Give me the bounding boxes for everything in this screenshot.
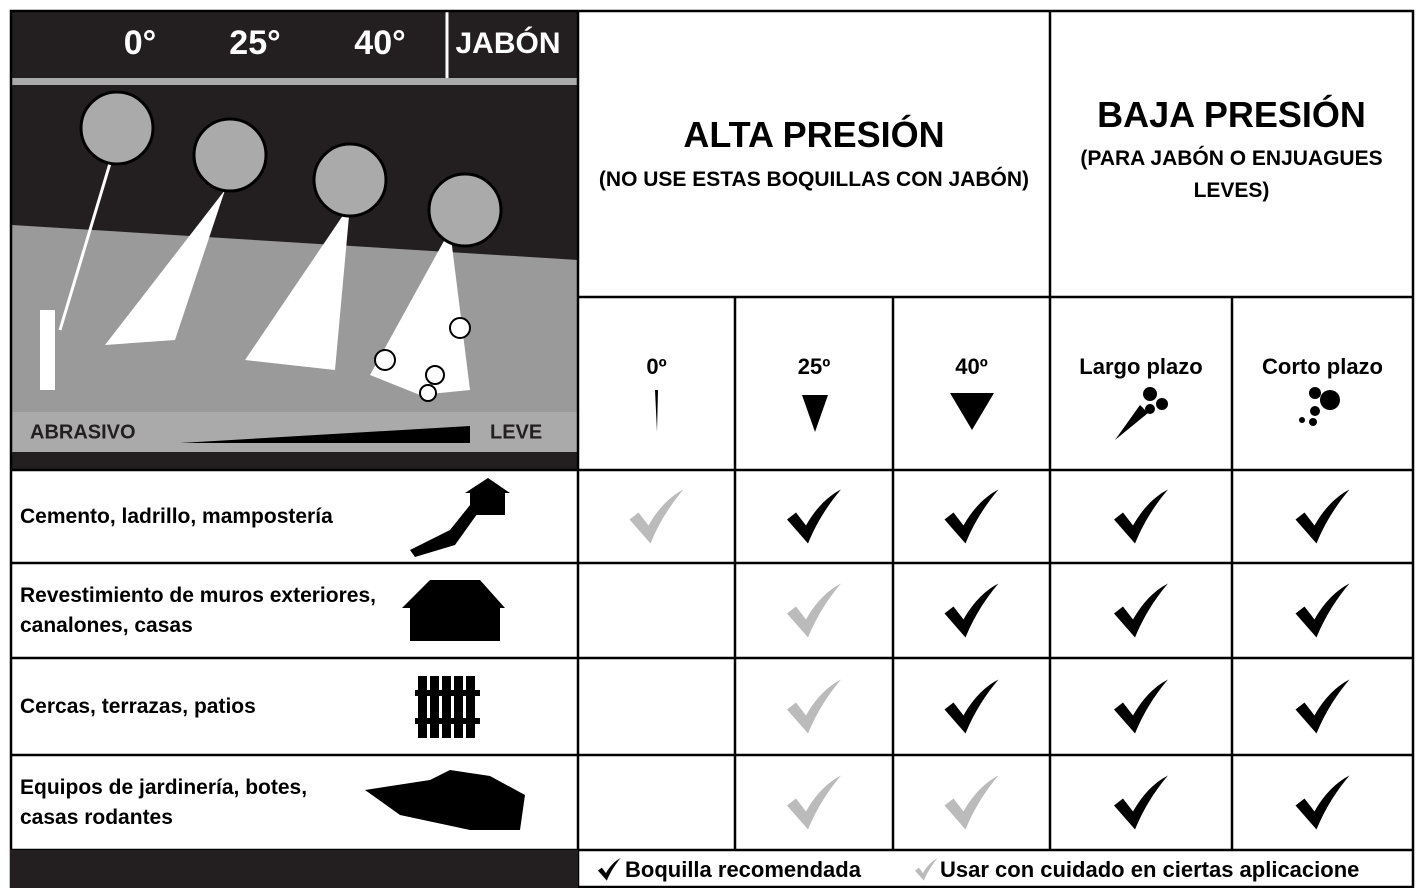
legend: Boquilla recomendada Usar con cuidado en … bbox=[598, 857, 1359, 882]
check-recommended bbox=[1295, 679, 1350, 734]
check-recommended bbox=[1295, 489, 1350, 544]
legend-text: Usar con cuidado en ciertas aplicacione bbox=[940, 857, 1359, 882]
group-subtitle-box: (NO USE ESTAS BOQUILLAS CON JABÓN) bbox=[598, 168, 1030, 191]
angle-label: 0° bbox=[124, 24, 157, 62]
column-label: 0º bbox=[646, 354, 666, 379]
check-recommended bbox=[1114, 489, 1168, 544]
check-recommended bbox=[1295, 583, 1350, 638]
row-label-box: Cercas, terrazas, patios bbox=[20, 694, 256, 718]
check-recommended bbox=[944, 679, 999, 734]
column-label: Corto plazo bbox=[1262, 354, 1383, 379]
check-recommended bbox=[787, 489, 841, 544]
row-label-box: Revestimiento de muros exteriores, canal… bbox=[20, 583, 376, 637]
row-label: Cercas, terrazas, patios bbox=[20, 694, 256, 718]
angle-label: 25° bbox=[229, 24, 280, 62]
group-title: BAJA PRESIÓN bbox=[1097, 94, 1366, 135]
check-recommended bbox=[1114, 679, 1168, 734]
column-label: Largo plazo bbox=[1079, 354, 1202, 379]
group-subtitle-box: (PARA JABÓN O ENJUAGUES LEVES) bbox=[1080, 147, 1383, 202]
group-title: ALTA PRESIÓN bbox=[683, 114, 945, 155]
angle-label: JABÓN bbox=[455, 26, 560, 60]
row-label: Revestimiento de muros exteriores, canal… bbox=[20, 583, 376, 637]
check-recommended bbox=[1295, 775, 1350, 830]
scale-left: ABRASIVO bbox=[30, 421, 136, 443]
group-subtitle: (PARA JABÓN O ENJUAGUES LEVES) bbox=[1080, 147, 1383, 202]
legend-text: Boquilla recomendada bbox=[625, 857, 862, 882]
row-label: Equipos de jardinería, botes, casas roda… bbox=[20, 775, 308, 829]
group-title-box: BAJA PRESIÓN bbox=[1097, 94, 1366, 135]
angle-label: 40° bbox=[354, 24, 405, 62]
column-icons bbox=[655, 387, 1340, 440]
legend-icon bbox=[598, 858, 621, 881]
group-title-box: ALTA PRESIÓN bbox=[683, 114, 945, 155]
check-caution bbox=[787, 775, 841, 830]
row-icons bbox=[365, 478, 525, 830]
check-caution bbox=[787, 679, 841, 734]
check-recommended bbox=[1114, 583, 1168, 638]
check-recommended bbox=[944, 583, 999, 638]
group-subtitle: (NO USE ESTAS BOQUILLAS CON JABÓN) bbox=[598, 168, 1030, 191]
check-caution bbox=[944, 775, 999, 830]
check-recommended bbox=[1114, 775, 1168, 830]
footer-bar bbox=[10, 850, 578, 888]
legend-icon bbox=[915, 858, 938, 881]
row-label: Cemento, ladrillo, mampostería bbox=[20, 504, 333, 528]
column-label: 40º bbox=[955, 354, 988, 379]
row-label-box: Equipos de jardinería, botes, casas roda… bbox=[20, 775, 308, 829]
check-caution bbox=[629, 489, 684, 544]
row-label-box: Cemento, ladrillo, mampostería bbox=[20, 504, 333, 528]
scale-right: LEVE bbox=[490, 421, 542, 443]
check-recommended bbox=[944, 489, 999, 544]
check-caution bbox=[787, 583, 841, 638]
illustration bbox=[12, 12, 578, 470]
column-label: 25º bbox=[798, 354, 831, 379]
